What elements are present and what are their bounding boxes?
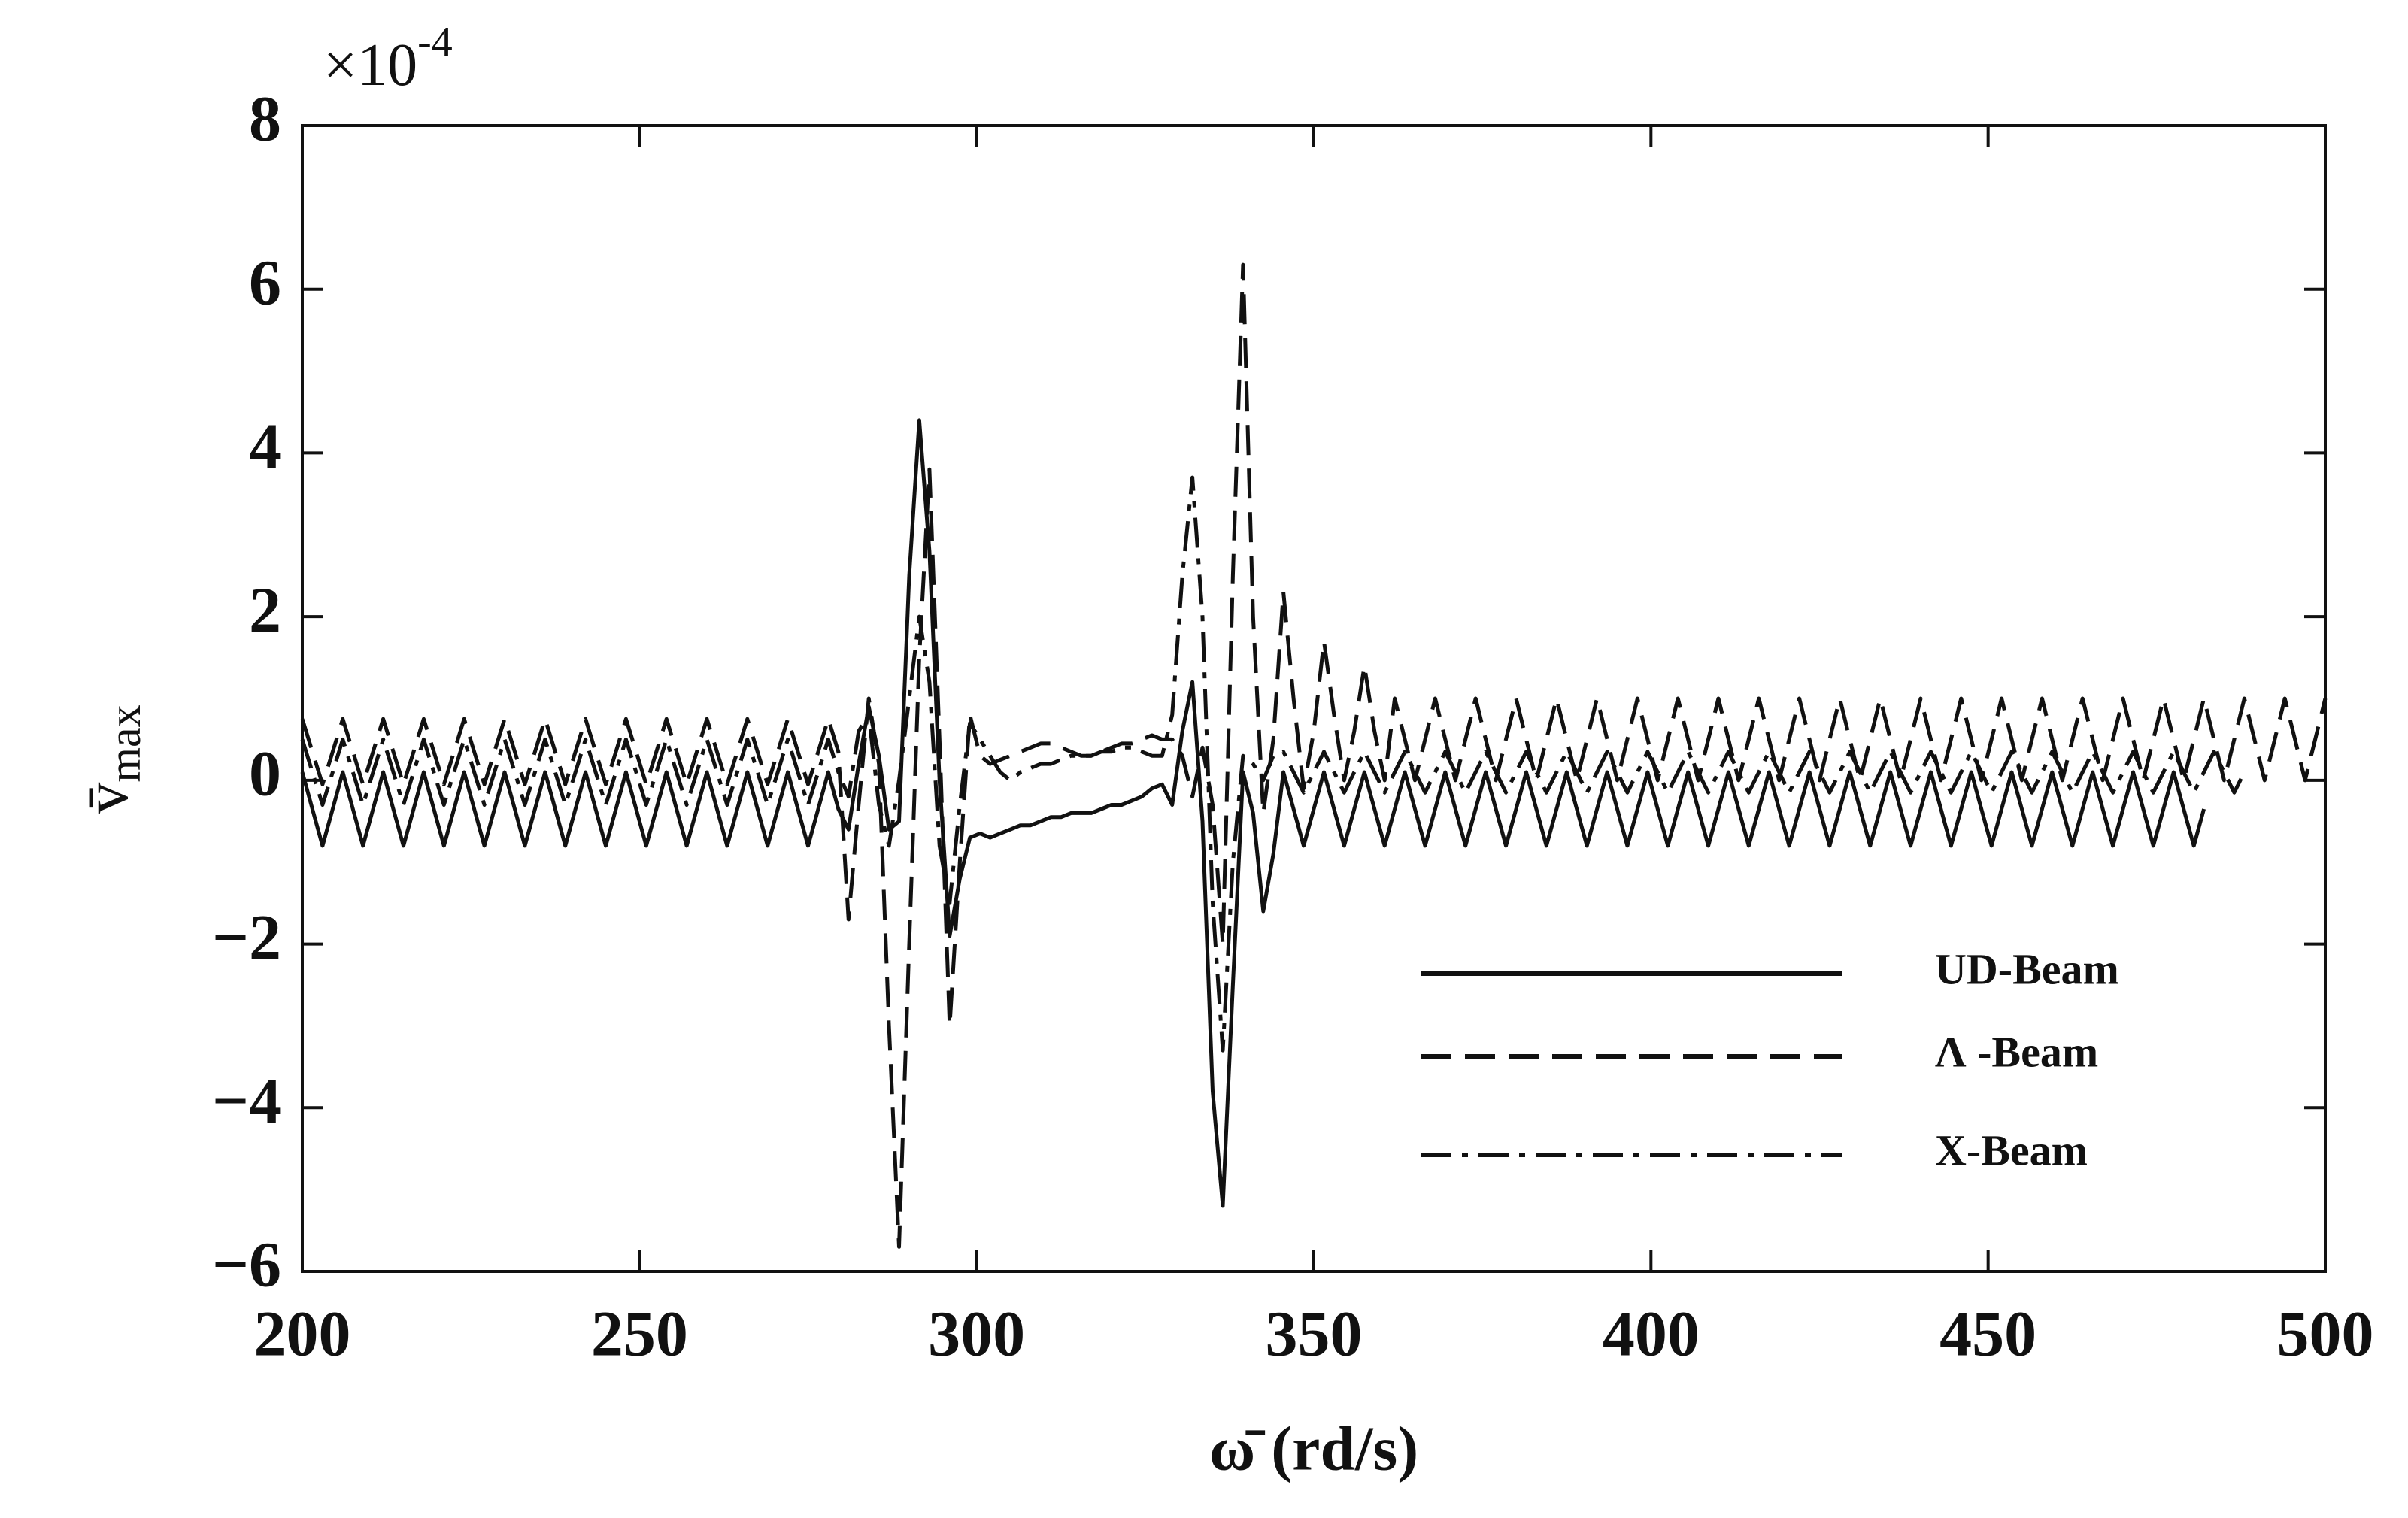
y-label-subscript: max (100, 704, 150, 782)
series-line (300, 475, 2246, 1053)
x-axis-label: ω̄ (rd/s) (1209, 1413, 1418, 1483)
y-tick-label: −2 (212, 901, 281, 973)
y-tick-label: 8 (249, 83, 281, 155)
legend-label: UD-Beam (1935, 944, 2119, 993)
x-tick-label: 350 (1266, 1298, 1363, 1370)
plot-frame (301, 124, 2327, 1273)
x-tick-label: 400 (1603, 1298, 1700, 1370)
y-tick-label: −6 (212, 1229, 281, 1301)
series-line (300, 262, 2328, 1249)
legend-label: Λ -Beam (1935, 1027, 2098, 1076)
x-tick-label: 500 (2277, 1298, 2374, 1370)
scale-annotation: ×10-4 (323, 19, 453, 99)
y-tick-label: 2 (249, 574, 281, 646)
y-tick-label: −4 (212, 1065, 281, 1137)
legend-label: X-Beam (1935, 1126, 2088, 1174)
x-tick-label: 250 (591, 1298, 688, 1370)
x-tick-label: 300 (928, 1298, 1025, 1370)
y-tick-label: 4 (249, 410, 281, 482)
x-tick-label: 450 (1939, 1298, 2036, 1370)
y-tick-label: 6 (249, 246, 281, 318)
x-tick-label: 200 (254, 1298, 351, 1370)
series-line (300, 418, 2206, 1208)
y-axis-label: v̄max (71, 704, 149, 814)
annotation-exponent: -4 (417, 19, 453, 65)
y-label-symbol: v̄ (71, 783, 141, 814)
annotation-base: ×10 (323, 32, 417, 98)
y-tick-label: 0 (249, 738, 281, 810)
